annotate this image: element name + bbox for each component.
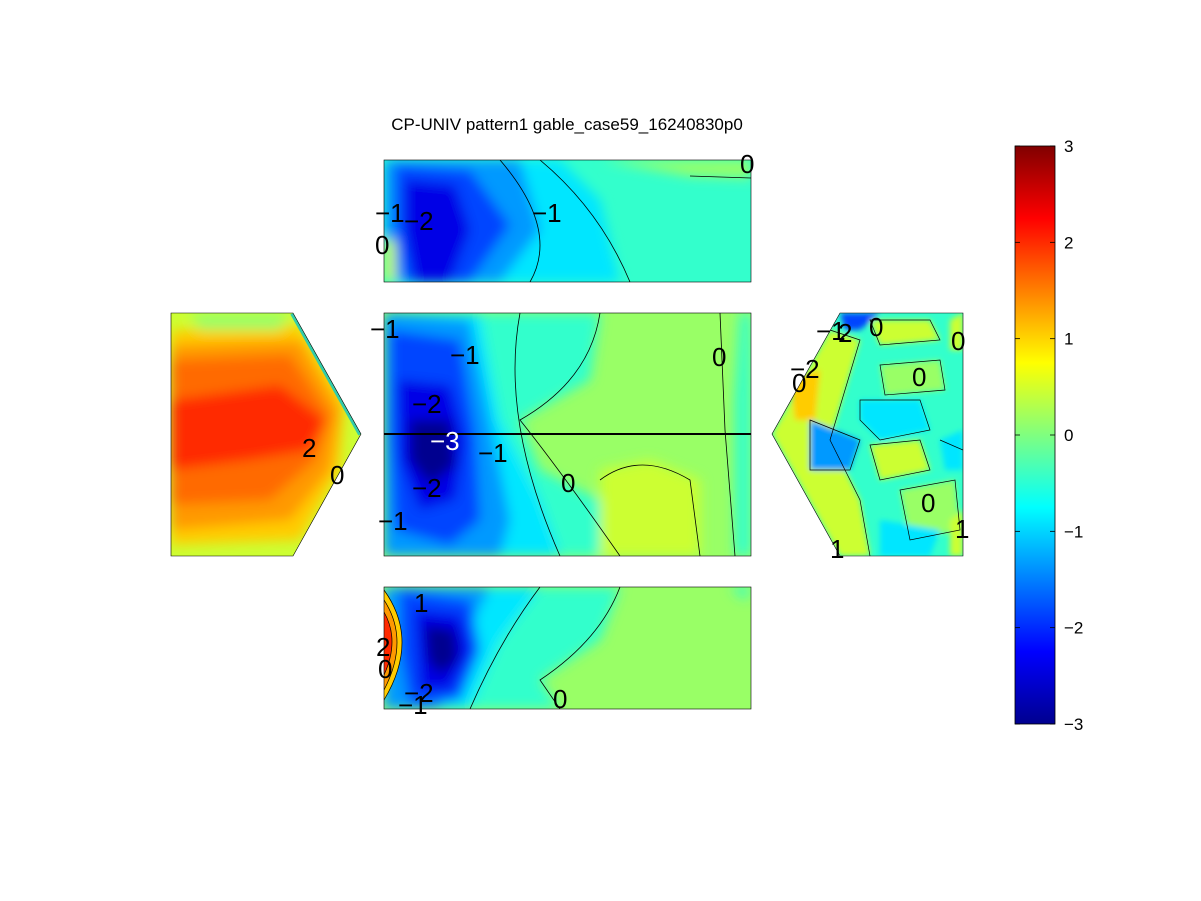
right-contour-labels: −1 2 0 0 −2 0 0 0 1 1 — [790, 312, 969, 564]
contour-label: 0 — [740, 149, 754, 179]
colorbar-tick-label: 1 — [1064, 330, 1073, 349]
contour-label: −1 — [378, 506, 408, 536]
colorbar-tick-label: 3 — [1064, 137, 1073, 156]
contour-label: 1 — [830, 534, 844, 564]
contour-label: 1 — [955, 514, 969, 544]
chart-title: CP-UNIV pattern1 gable_case59_16240830p0 — [391, 115, 743, 134]
contour-label: 2 — [302, 433, 316, 463]
contour-label: 2 — [838, 318, 852, 348]
panel-left-frame — [170, 312, 362, 557]
contour-label: −1 — [532, 198, 562, 228]
contour-label: 0 — [378, 654, 392, 684]
contour-label: 0 — [712, 342, 726, 372]
contour-label: 0 — [561, 468, 575, 498]
panel-bottom-frame — [383, 586, 752, 710]
panel-bottom-face — [384, 587, 751, 709]
contour-label: 0 — [553, 684, 567, 714]
left-contour-labels: 2 0 — [302, 433, 344, 490]
panel-top-face — [384, 160, 751, 282]
contour-label: 0 — [330, 460, 344, 490]
colorbar-tick-label: 2 — [1064, 233, 1073, 252]
contour-label: 0 — [792, 368, 806, 398]
center-contour-labels: −1 −1 0 −2 −3 −1 −2 0 −1 — [370, 314, 726, 536]
contour-label: 0 — [912, 362, 926, 392]
colorbar-tick-label: −1 — [1064, 522, 1083, 541]
contour-label: −1 — [370, 314, 400, 344]
contour-label: 0 — [869, 312, 883, 342]
panel-center-roof — [384, 313, 751, 556]
contour-label: −3 — [430, 426, 460, 456]
contour-label: 0 — [951, 326, 965, 356]
contour-label: −1 — [398, 690, 428, 720]
contour-label: −2 — [412, 389, 442, 419]
colorbar-tick-label: −2 — [1064, 619, 1083, 638]
panel-right-frame — [771, 312, 964, 557]
contour-label: 0 — [921, 488, 935, 518]
contour-label: 2 — [376, 632, 390, 662]
panel-right-gable — [772, 313, 963, 556]
colorbar-gradient — [1014, 145, 1056, 725]
contour-label: −2 — [412, 473, 442, 503]
colorbar-tick-label: 0 — [1064, 426, 1073, 445]
contour-label: −2 — [404, 678, 434, 708]
contour-label: 1 — [414, 588, 428, 618]
contour-label: −2 — [790, 354, 820, 384]
contour-label: −2 — [404, 206, 434, 236]
contour-label: −1 — [450, 340, 480, 370]
colorbar: 3 2 1 0 −1 −2 −3 — [1014, 137, 1083, 734]
contour-label: −1 — [478, 438, 508, 468]
contour-label: −1 — [816, 316, 846, 346]
panel-center-frame — [383, 312, 752, 557]
bottom-contour-labels: 1 2 0 −2 −1 0 — [376, 588, 567, 720]
contour-label: −1 — [375, 198, 405, 228]
colorbar-ticks: 3 2 1 0 −1 −2 −3 — [1015, 137, 1083, 734]
top-contour-labels: 0 −1 −2 0 −1 — [375, 149, 754, 260]
panel-left-gable — [171, 313, 361, 556]
contour-label: 0 — [375, 230, 389, 260]
panel-top-frame — [383, 159, 752, 283]
colorbar-tick-label: −3 — [1064, 715, 1083, 734]
